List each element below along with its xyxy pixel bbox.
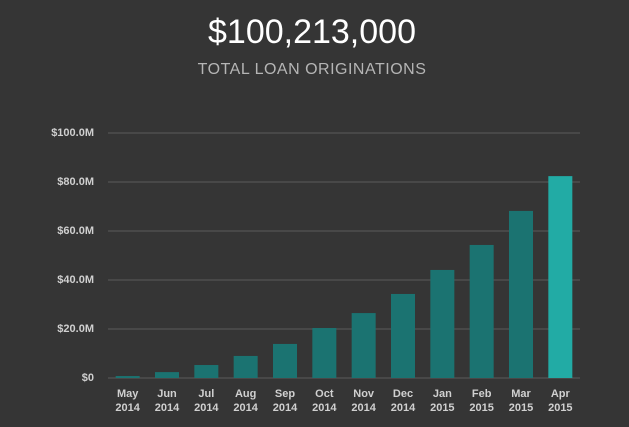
bar [194,365,219,378]
x-tick-label: Apr 2015 [548,388,573,414]
y-tick-label: $20.0M [57,323,94,335]
bar [509,210,533,378]
x-tick-label: Jun 2014 [154,388,180,414]
bar [391,293,415,378]
x-tick-label: May 2014 [115,388,140,414]
y-tick-label: $80.0M [57,176,94,188]
bar [469,244,494,378]
bar [312,328,337,378]
bar [233,355,258,378]
x-tick-label: Feb 2015 [469,388,494,414]
chart-title: $100,213,000 [208,13,416,51]
y-tick-label: $100.0M [51,127,94,139]
x-tick-label: Aug 2014 [233,388,258,414]
bar [273,343,297,378]
x-tick-label: Oct 2014 [312,388,337,414]
x-tick-label: Jan 2015 [430,388,455,414]
chart-subtitle: TOTAL LOAN ORIGINATIONS [198,61,427,78]
bar [351,313,376,378]
y-tick-label: $60.0M [57,225,94,237]
x-tick-label: Jul 2014 [194,388,219,414]
x-tick-label: Nov 2014 [351,388,376,414]
x-tick-label: Sep 2014 [272,388,298,414]
y-tick-label: $40.0M [57,274,94,286]
x-tick-label: Dec 2014 [390,388,416,414]
bar [115,376,140,378]
y-tick-label: $0 [82,372,94,384]
bar [155,372,179,378]
bar [430,269,455,378]
x-tick-label: Mar 2015 [508,388,534,414]
bar [548,176,573,378]
